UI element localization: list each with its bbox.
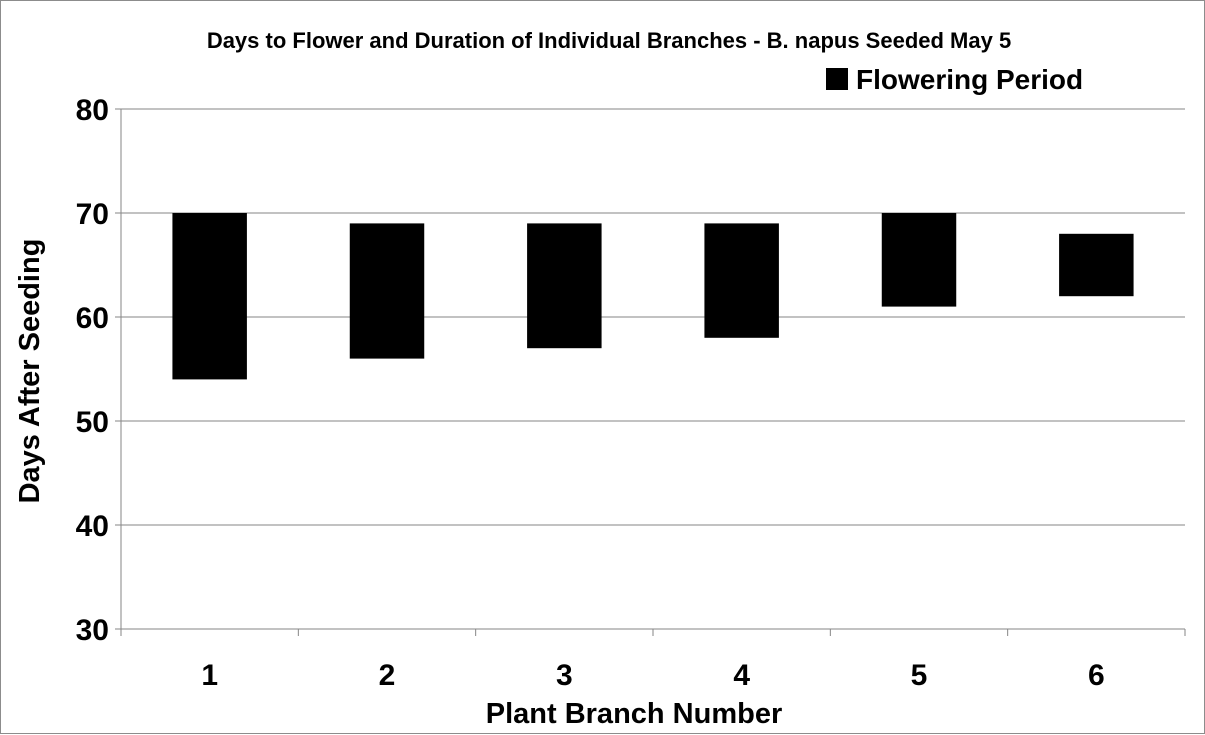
x-tick-label: 1 <box>201 659 218 692</box>
bars <box>172 213 1134 380</box>
x-axis-title: Plant Branch Number <box>486 698 783 730</box>
y-tick-label: 60 <box>76 302 109 335</box>
y-tick-label: 50 <box>76 406 109 439</box>
x-tick-label: 3 <box>556 659 573 692</box>
x-tick-label: 6 <box>1088 659 1105 692</box>
y-axis-title: Days After Seeding <box>14 239 46 504</box>
flowering-period-bar <box>704 223 779 338</box>
chart-title: Days to Flower and Duration of Individua… <box>207 28 1011 53</box>
x-tick-label: 5 <box>911 659 928 692</box>
flowering-period-bar <box>1059 233 1134 297</box>
gridlines <box>115 108 1185 630</box>
y-tick-label: 80 <box>76 94 109 127</box>
flowering-period-bar <box>172 213 247 380</box>
legend: Flowering Period <box>826 64 1083 95</box>
x-tick-labels: 1 2 3 4 5 6 <box>201 659 1104 692</box>
flowering-period-bar <box>349 223 425 359</box>
flowering-period-bar <box>527 223 602 349</box>
legend-swatch <box>826 68 848 90</box>
y-tick-label: 30 <box>76 614 109 647</box>
x-tick-label: 4 <box>733 659 750 692</box>
y-tick-label: 70 <box>76 198 109 231</box>
axes <box>120 109 1186 636</box>
y-tick-labels: 30 40 50 60 70 80 <box>76 94 109 647</box>
legend-label: Flowering Period <box>856 64 1083 95</box>
flowering-period-bar <box>881 213 957 307</box>
y-tick-label: 40 <box>76 510 109 543</box>
x-tick-label: 2 <box>379 659 396 692</box>
